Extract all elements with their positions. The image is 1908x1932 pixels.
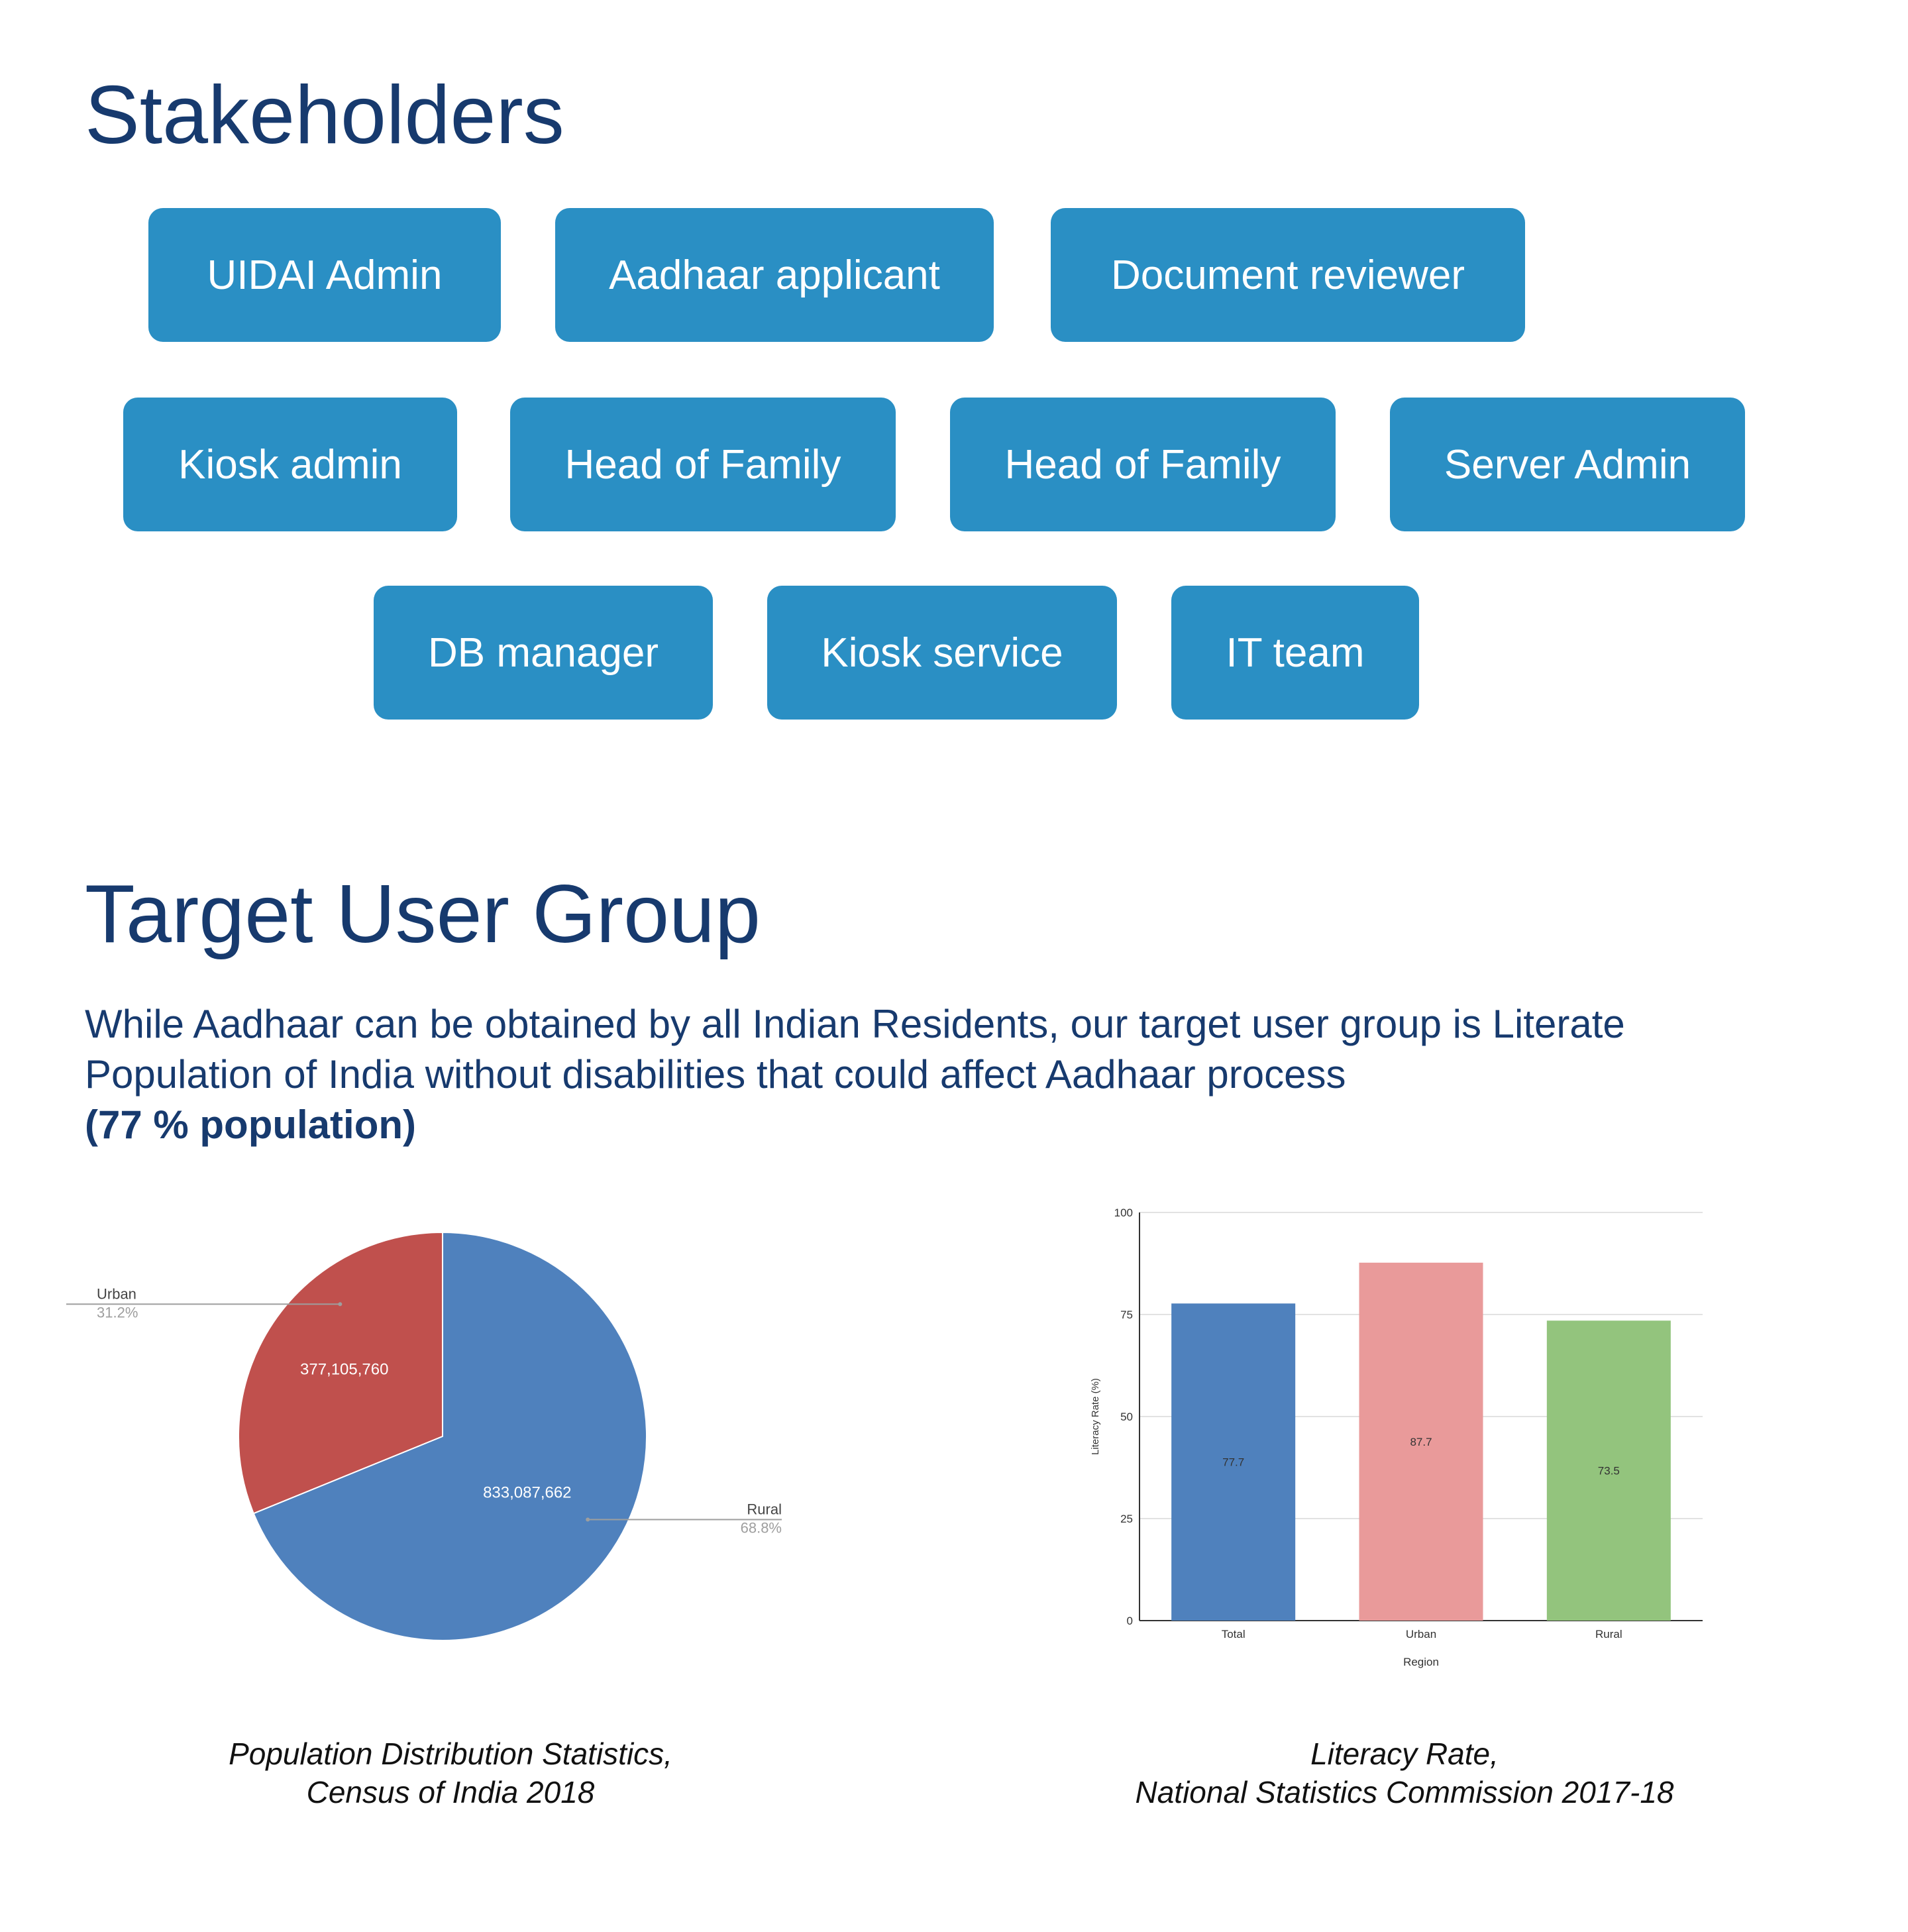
bar-y-axis-label: Literacy Rate (%) <box>1090 1378 1101 1455</box>
pie-caption: Population Distribution Statistics, Cens… <box>132 1735 768 1811</box>
target-description: While Aadhaar can be obtained by all Ind… <box>85 999 1821 1150</box>
population-pie-chart: 377,105,760 833,087,662 Urban 31.2% Rural 68.… <box>66 1232 782 1641</box>
target-description-line3: (77 % population) <box>85 1102 416 1147</box>
stakeholder-db-manager[interactable]: DB manager <box>374 586 713 720</box>
bar-value-label-rural: 73.5 <box>1598 1465 1620 1477</box>
literacy-bar-chart: 0 25 50 75 100 77.7 Total 87.7 Urban 73.5 Rural Reg… <box>1090 1207 1703 1668</box>
pie-legend-label-rural: Rural <box>747 1501 782 1517</box>
pie-leader-dot-urban <box>338 1302 343 1307</box>
pie-legend-percent-urban: 31.2% <box>97 1304 138 1320</box>
stakeholder-server-admin[interactable]: Server Admin <box>1390 398 1745 531</box>
stakeholder-head-of-family-2[interactable]: Head of Family <box>950 398 1336 531</box>
pie-caption-line2: Census of India 2018 <box>306 1775 595 1809</box>
bar-rural <box>1546 1320 1671 1621</box>
stakeholder-document-reviewer[interactable]: Document reviewer <box>1051 208 1525 342</box>
stakeholders-heading: Stakeholders <box>85 70 564 161</box>
target-user-group-heading: Target User Group <box>85 869 761 960</box>
pie-slice-urban <box>238 1232 443 1515</box>
pie-slice-rural <box>252 1232 647 1641</box>
pie-legend-label-urban: Urban <box>97 1285 136 1302</box>
target-description-line1: While Aadhaar can be obtained by all Ind… <box>85 1002 1625 1046</box>
bar-y-tick-100: 100 <box>1114 1207 1133 1219</box>
pie-legend-percent-rural: 68.8% <box>741 1519 782 1536</box>
bar-y-tick-25: 25 <box>1120 1513 1133 1525</box>
stakeholder-uidai-admin[interactable]: UIDAI Admin <box>148 208 501 342</box>
bar-total <box>1171 1303 1296 1621</box>
bar-caption-line2: National Statistics Commission 2017-18 <box>1135 1775 1674 1809</box>
bar-y-tick-75: 75 <box>1120 1309 1133 1321</box>
pie-value-label-rural: 833,087,662 <box>483 1483 571 1501</box>
bar-x-axis-label: Region <box>1403 1656 1439 1668</box>
target-description-line2: Population of India without disabilities… <box>85 1052 1346 1097</box>
pie-caption-line1: Population Distribution Statistics, <box>229 1737 672 1771</box>
bar-value-label-total: 77.7 <box>1222 1456 1244 1469</box>
bar-value-label-urban: 87.7 <box>1410 1436 1432 1448</box>
stakeholder-aadhaar-applicant[interactable]: Aadhaar applicant <box>555 208 994 342</box>
bar-caption-line1: Literacy Rate, <box>1310 1737 1499 1771</box>
stakeholder-kiosk-service[interactable]: Kiosk service <box>767 586 1117 720</box>
pie-value-label-urban: 377,105,760 <box>300 1361 388 1379</box>
bar-y-tick-50: 50 <box>1120 1411 1133 1423</box>
pie-leader-dot-rural <box>586 1517 590 1522</box>
bar-x-tick-rural: Rural <box>1595 1628 1622 1640</box>
bar-y-tick-0: 0 <box>1127 1615 1133 1627</box>
stakeholder-it-team[interactable]: IT team <box>1171 586 1419 720</box>
bar-caption: Literacy Rate, National Statistics Commi… <box>1073 1735 1736 1811</box>
bar-x-tick-total: Total <box>1222 1628 1246 1640</box>
stakeholder-kiosk-admin[interactable]: Kiosk admin <box>123 398 457 531</box>
bar-x-tick-urban: Urban <box>1406 1628 1436 1640</box>
stakeholder-head-of-family-1[interactable]: Head of Family <box>510 398 896 531</box>
bar-urban <box>1359 1262 1483 1621</box>
